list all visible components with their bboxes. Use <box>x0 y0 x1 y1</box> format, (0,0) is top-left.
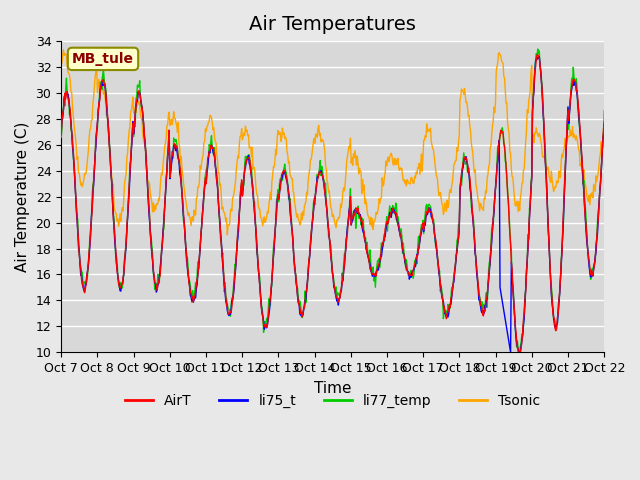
Title: Air Temperatures: Air Temperatures <box>249 15 416 34</box>
Y-axis label: Air Temperature (C): Air Temperature (C) <box>15 121 30 272</box>
Legend: AirT, li75_t, li77_temp, Tsonic: AirT, li75_t, li77_temp, Tsonic <box>120 388 546 414</box>
X-axis label: Time: Time <box>314 381 351 396</box>
Text: MB_tule: MB_tule <box>72 52 134 66</box>
